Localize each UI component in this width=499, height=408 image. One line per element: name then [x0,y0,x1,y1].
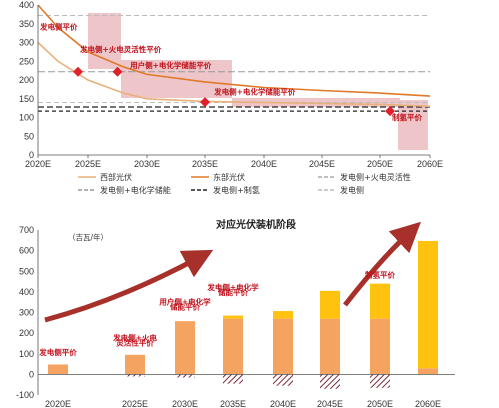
top-x-tick-label: 2050E [367,159,393,169]
legend-label: 发电侧+制氢 [213,185,260,195]
top-x-tick-label: 2030E [134,159,160,169]
diamond-marker [73,66,83,77]
bar-segment [273,318,293,375]
bar-segment [320,318,340,375]
bar-segment [125,354,145,375]
shade-region-4 [398,100,428,150]
top-y-tick-label: 200 [19,75,34,85]
bottom-x-tick-label: 2050E [367,399,393,408]
top-x-tick-label: 2040E [251,159,277,169]
annotation-label: 制氢平价 [392,112,422,122]
bar-segment [223,315,243,319]
top-y-tick-label: 300 [19,38,34,48]
bottom-x-tick-label: 2020E [45,399,71,408]
top-y-tick-label: 0 [29,150,34,160]
bottom-chart: 对应光伏装机阶段 （吉瓦/年） 发电侧平价 发电侧+火电灵活性平价 用户侧+电化学储… [16,218,455,408]
series-line [37,41,431,108]
diamond-marker [385,106,395,117]
bar-segment [370,283,390,319]
bottom-bars [48,240,438,389]
bottom-y-tick-label: 400 [19,287,34,297]
top-series-lines [37,4,431,108]
top-y-tick-label: 150 [19,94,34,104]
annotation-label: 用户侧+电化学 [159,296,211,306]
bar-segment [273,311,293,319]
bar-negative-segment [370,374,390,388]
bottom-y-tick-label: 0 [29,369,34,379]
bottom-x-tick-label: 2045E [317,399,343,408]
top-y-tick-label: 100 [19,113,34,123]
top-x-tick-label: 2025E [75,159,101,169]
bar-segment [320,290,340,319]
diamond-marker [112,66,123,77]
bar-negative-segment [223,374,243,384]
bottom-y-tick-label: 200 [19,328,34,338]
annotation-label: 发电侧+火电灵活性平价 [79,44,162,54]
bottom-x-tick-label: 2030E [172,399,198,408]
bottom-y-tick-label: 300 [19,308,34,318]
bottom-y-tick-label: 500 [19,266,34,276]
annotation-label: 发电侧+火电 [112,332,157,342]
bottom-x-tick-label: 2025E [122,399,148,408]
shade-region-1 [88,13,121,69]
bar-negative-segment [273,374,293,386]
annotation-label: 制氢平价 [365,269,395,279]
bar-segment [370,318,390,375]
bottom-x-tick-label: 2060E [415,399,441,408]
annotation-label: 储能平价 [218,287,248,297]
top-x-tick-label: 2045E [309,159,335,169]
bar-segment [418,368,438,375]
annotation-label: 发电侧+电化学 [206,282,259,292]
annotation-label: 发电侧平价 [39,21,78,31]
bottom-unit-label: （吉瓦/年） [68,232,108,242]
bottom-chart-title: 对应光伏装机阶段 [216,218,296,231]
bar-negative-segment [175,374,195,378]
legend-label: 发电侧+火电灵活性 [340,172,411,182]
bar-negative-segment [320,374,340,389]
bar-segment [223,318,243,375]
diamond-marker [200,97,210,108]
annotation-label: 储能平价 [170,301,200,311]
legend-label: 发电侧 [340,185,364,195]
bottom-y-tick-label: 600 [19,246,34,256]
growth-arrow-right [343,221,421,307]
growth-arrows [44,221,421,323]
bottom-x-tick-label: 2040E [270,399,296,408]
shade-region-3 [232,98,400,107]
top-x-tick-label: 2035E [192,159,218,169]
legend-label: 西部光伏 [100,172,132,182]
bottom-y-tick-label: 700 [19,225,34,235]
growth-arrow-left [44,249,214,323]
top-y-tick-label: 50 [24,131,34,141]
bottom-y-tick-label: -100 [16,390,34,400]
legend-label: 东部光伏 [213,172,245,182]
bottom-x-tick-label: 2035E [220,399,246,408]
bar-segment [175,321,195,375]
annotation-label: 发电侧平价 [38,347,77,357]
bar-segment [418,240,438,369]
bottom-y-tick-label: 100 [19,349,34,359]
bar-negative-segment [125,374,145,377]
top-y-tick-label: 350 [19,19,34,29]
top-annotations: 发电侧平价发电侧+火电灵活性平价用户侧+电化学储能平价发电侧+电化学储能平价制氢… [39,21,422,122]
top-x-tick-label: 2060E [417,159,443,169]
bottom-axes: -100 0 100 200 300 400 500 600 700 2020E 2025E 2030… [16,225,455,408]
top-y-tick-label: 250 [19,56,34,66]
top-y-tick-label: 400 [19,0,34,10]
top-chart-shading [88,13,428,150]
annotation-label: 用户侧+电化学储能平价 [130,60,212,70]
annotation-label: 发电侧+电化学储能平价 [213,87,296,97]
annotation-label: 灵活性平价 [116,338,154,348]
top-chart: 发电侧平价发电侧+火电灵活性平价用户侧+电化学储能平价发电侧+电化学储能平价制氢… [19,0,443,195]
series-line [37,4,431,97]
legend-label: 发电侧+电化学储能 [100,185,171,195]
top-markers [73,66,395,117]
top-axes: 0 50 100 150 200 250 300 350 400 2020E 2025E 2030E 2… [19,0,443,169]
top-x-tick-label: 2020E [25,159,51,169]
bar-segment [48,364,68,375]
